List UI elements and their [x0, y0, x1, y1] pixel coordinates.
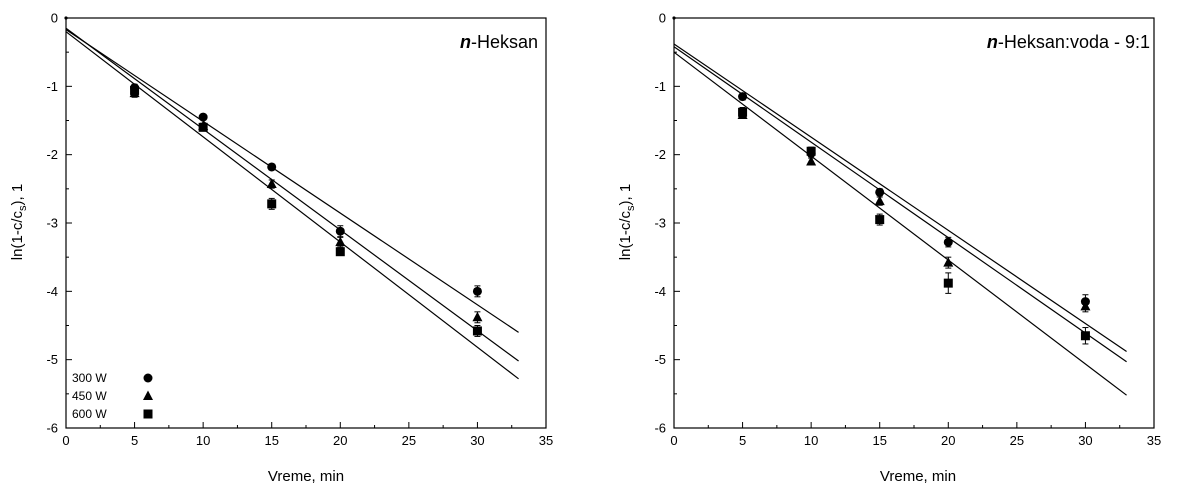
panel-title: n-Heksan [460, 32, 538, 52]
data-point-circle [472, 286, 482, 296]
data-point-triangle [1080, 300, 1091, 311]
data-point-circle [198, 112, 208, 122]
axes: 0 5 10 15 20 25 30 35 0 -1 -2 -3 -4 -5 -6 [46, 11, 553, 449]
data-point-circle [738, 92, 748, 102]
y-tick-label: -3 [654, 216, 666, 231]
data-point-square [738, 107, 748, 117]
x-tick-label: 0 [62, 433, 69, 448]
legend-marker-circle [143, 373, 153, 383]
x-tick-label: 20 [333, 433, 347, 448]
data-point-circle [875, 187, 885, 197]
y-tick-label: -2 [46, 147, 58, 162]
x-tick-label: 25 [1010, 433, 1024, 448]
data-point-square [267, 199, 277, 209]
fit-line-circle [673, 43, 1127, 352]
x-tick-label: 0 [670, 433, 677, 448]
data-point-square [198, 122, 208, 132]
data-point-square [943, 278, 953, 288]
axes: 0 5 10 15 20 25 30 35 0 -1 -2 -3 -4 -5 -6 [654, 11, 1161, 449]
y-tick-label: -3 [46, 216, 58, 231]
fit-line-square [65, 31, 519, 380]
data-point-triangle [266, 178, 277, 189]
data-points [64, 16, 483, 337]
fit-lines [65, 27, 519, 380]
plot-frame [65, 17, 547, 429]
data-point-triangle [874, 195, 885, 206]
fit-line-triangle [673, 46, 1127, 363]
data-point-circle [267, 162, 277, 172]
y-tick-label: -4 [654, 284, 666, 299]
fit-line-square [673, 51, 1127, 396]
x-tick-label: 10 [196, 433, 210, 448]
data-point-square [875, 215, 885, 225]
x-tick-label: 15 [872, 433, 886, 448]
x-tick-label: 35 [539, 433, 553, 448]
x-tick-label: 15 [264, 433, 278, 448]
legend-marker-triangle [143, 390, 153, 400]
legend-marker-square [143, 409, 153, 419]
y-tick-label: -2 [654, 147, 666, 162]
data-point-triangle [472, 311, 483, 322]
panel-title: n-Heksan:voda - 9:1 [987, 32, 1150, 52]
legend-label: 450 W [72, 389, 107, 403]
y-axis-subscript: s [17, 205, 29, 211]
data-point-square [130, 85, 140, 95]
x-tick-label: 5 [739, 433, 746, 448]
y-tick-label: -1 [654, 79, 666, 94]
y-tick-label: -6 [654, 421, 666, 436]
x-tick-label: 30 [470, 433, 484, 448]
legend-label: 300 W [72, 371, 107, 385]
y-axis-title: ln(1-c/cs), 1 [9, 184, 29, 260]
origin-point [64, 16, 68, 20]
fit-line-triangle [65, 27, 519, 362]
data-point-circle [335, 226, 345, 236]
data-point-circle [943, 237, 953, 247]
plot-frame [673, 17, 1155, 429]
x-tick-label: 10 [804, 433, 818, 448]
y-tick-label: 0 [51, 11, 58, 26]
legend: 300 W 450 W 600 W [72, 371, 153, 421]
x-tick-label: 20 [941, 433, 955, 448]
x-tick-label: 25 [402, 433, 416, 448]
y-tick-label: -1 [46, 79, 58, 94]
fit-line-circle [65, 29, 519, 333]
x-axis-title: Vreme, min [268, 468, 344, 485]
y-axis-subscript: s [625, 205, 637, 211]
x-tick-label: 35 [1147, 433, 1161, 448]
y-axis-title: ln(1-c/cs), 1 [617, 184, 637, 260]
chart-panel-heksan: ln(1-c/cs), 1 Vreme, min n-Heksan 0 5 10 15… [9, 11, 553, 486]
fit-lines [673, 43, 1127, 396]
chart-panel-heksan-voda: ln(1-c/cs), 1 Vreme, min n-Heksan:voda -… [617, 11, 1161, 486]
legend-label: 600 W [72, 407, 107, 421]
data-point-square [335, 247, 345, 257]
data-point-triangle [335, 236, 346, 247]
x-axis-title: Vreme, min [880, 468, 956, 485]
x-tick-label: 5 [131, 433, 138, 448]
data-point-triangle [806, 156, 817, 166]
x-tick-label: 30 [1078, 433, 1092, 448]
y-tick-label: -4 [46, 284, 58, 299]
origin-point [672, 16, 676, 20]
data-point-square [472, 326, 482, 336]
data-point-triangle [943, 257, 954, 267]
y-tick-label: -6 [46, 421, 58, 436]
y-tick-label: 0 [659, 11, 666, 26]
y-tick-label: -5 [654, 352, 666, 367]
y-tick-label: -5 [46, 352, 58, 367]
data-point-square [1080, 331, 1090, 341]
data-point-square [806, 146, 816, 156]
data-points [672, 16, 1091, 345]
